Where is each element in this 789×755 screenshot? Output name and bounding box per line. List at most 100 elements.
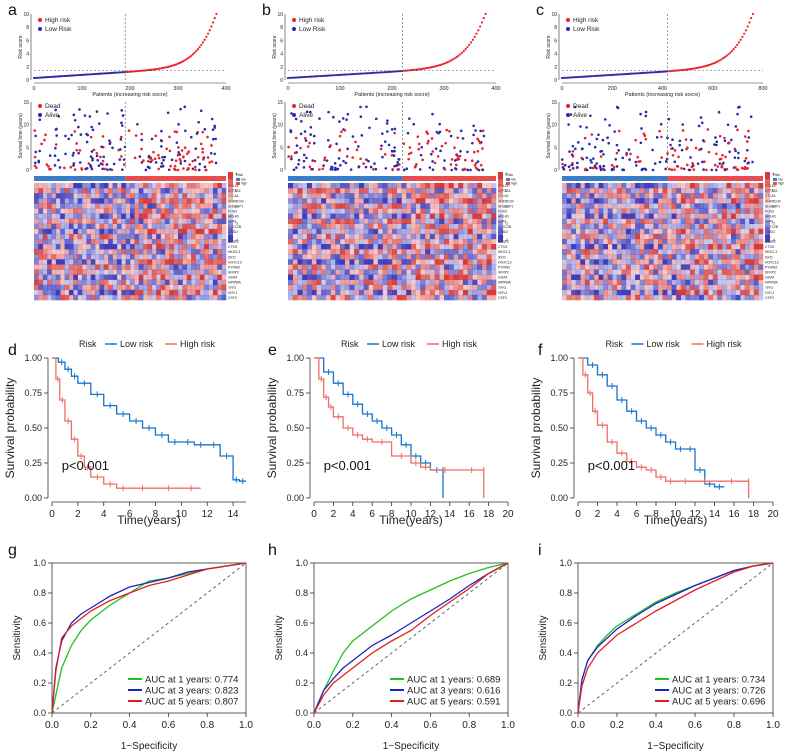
heatmap-cell: [373, 269, 379, 275]
heatmap-cell: [368, 284, 374, 291]
heatmap-cell: [204, 223, 209, 230]
heatmap-cell: [321, 254, 327, 260]
heatmap-cell: [377, 238, 383, 245]
heatmap-cell: [717, 259, 723, 265]
risk-point: [643, 71, 646, 74]
heatmap-cell: [740, 228, 746, 235]
heatmap-cell: [217, 264, 222, 270]
heatmap-cell: [292, 254, 298, 260]
risk-point: [417, 68, 420, 71]
heatmap-cell: [182, 284, 188, 291]
heatmap-cell: [292, 218, 298, 224]
heatmap-cell: [481, 264, 487, 270]
heatmap-cell: [491, 279, 497, 286]
survival-point: [355, 148, 359, 152]
heatmap-cell: [138, 238, 144, 245]
heatmap-cell: [420, 274, 426, 280]
heatmap-cell: [444, 208, 450, 214]
heatmap-cell: [90, 208, 96, 214]
heatmap-cell: [580, 279, 586, 286]
heatmap-cell: [42, 274, 48, 280]
heatmap-cell: [571, 249, 577, 255]
heatmap-cell: [467, 203, 473, 209]
survival-point: [481, 129, 485, 133]
heatmap-cell: [598, 254, 604, 260]
heatmap-cell: [292, 193, 298, 199]
heatmap-cell: [387, 183, 393, 189]
survival-point: [466, 150, 469, 154]
heatmap-cell: [217, 249, 222, 255]
heatmap-cell: [212, 259, 218, 265]
survival-point: [396, 168, 399, 171]
heatmap-cell: [99, 188, 105, 194]
heatmap-cell: [491, 294, 497, 301]
heatmap-cell: [589, 269, 595, 275]
survival-point: [33, 161, 37, 165]
heatmap-cell: [121, 274, 126, 280]
heatmap-cell: [208, 233, 214, 240]
heatmap-cell: [195, 279, 201, 286]
heatmap-cell: [68, 259, 74, 265]
heatmap-cell: [685, 213, 691, 219]
heatmap-cell: [612, 228, 618, 235]
survival-point: [576, 161, 579, 165]
heatmap-cell: [108, 188, 113, 194]
legend-label: High risk: [707, 339, 743, 349]
heatmap-cell: [575, 193, 581, 199]
heatmap-cell: [392, 198, 398, 204]
heatmap-cell: [316, 213, 322, 219]
heatmap-cell: [462, 208, 468, 214]
legend-title: Risk: [79, 339, 97, 349]
heatmap-cell: [311, 193, 317, 199]
heatmap-cell: [51, 188, 57, 194]
heatmap-cell: [377, 198, 383, 204]
survival-point: [95, 152, 99, 155]
heatmap-cell: [689, 238, 695, 245]
gene-label: CTSG: [498, 245, 508, 249]
heatmap-cell: [68, 198, 74, 204]
heatmap-cell: [302, 183, 308, 189]
heatmap-cell: [467, 289, 473, 296]
gene-label: FOS3: [228, 210, 237, 214]
heatmap-cell: [292, 203, 298, 209]
heatmap-cell: [740, 233, 746, 240]
heatmap-cell: [616, 228, 622, 235]
heatmap-cell: [204, 279, 209, 286]
heatmap-cell: [448, 294, 454, 301]
heatmap-cell: [38, 193, 44, 199]
heatmap-cell: [130, 294, 135, 301]
heatmap-cell: [60, 238, 65, 245]
heatmap-cell: [644, 274, 650, 280]
risk-point: [206, 32, 210, 35]
heatmap-cell: [292, 233, 298, 240]
heatmap-cell: [311, 294, 317, 301]
heatmap-cell: [662, 228, 668, 235]
heatmap-cell: [671, 193, 677, 199]
heatmap-cell: [410, 228, 416, 235]
heatmap-cell: [335, 183, 341, 189]
heatmap-cell: [199, 233, 205, 240]
heatmap-cell: [340, 264, 346, 270]
heatmap-cell: [396, 208, 402, 214]
heatmap-cell: [667, 218, 672, 224]
heatmap-cell: [584, 213, 590, 219]
heatmap-cell: [121, 213, 126, 219]
heatmap-cell: [292, 264, 298, 270]
survival-point: [615, 165, 619, 168]
survival-point: [472, 124, 475, 128]
heatmap-cell: [38, 208, 44, 214]
x-tick-label: 0.4: [385, 720, 399, 731]
survival-point: [357, 165, 361, 169]
heatmap-cell: [368, 218, 374, 224]
survival-point: [295, 166, 298, 169]
heatmap-cell: [607, 244, 613, 250]
heatmap-cell: [406, 203, 412, 209]
heatmap-cell: [735, 254, 741, 260]
survival-point: [72, 151, 75, 155]
survival-point: [112, 162, 116, 166]
heatmap-cell: [708, 264, 714, 270]
heatmap-cell: [208, 198, 214, 204]
heatmap-cell: [420, 244, 426, 250]
y-tick-label: 0.8: [33, 588, 46, 598]
heatmap-cell: [708, 218, 714, 224]
